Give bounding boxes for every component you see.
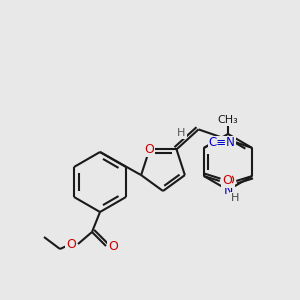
Text: O: O — [145, 143, 154, 156]
Text: C≡N: C≡N — [208, 136, 235, 149]
Text: CH₃: CH₃ — [218, 115, 239, 125]
FancyBboxPatch shape — [221, 176, 233, 186]
Text: O: O — [66, 238, 76, 250]
FancyBboxPatch shape — [223, 176, 235, 186]
Text: H: H — [177, 128, 186, 138]
FancyBboxPatch shape — [211, 138, 233, 148]
FancyBboxPatch shape — [176, 129, 187, 138]
FancyBboxPatch shape — [230, 194, 239, 202]
Text: N: N — [223, 184, 233, 196]
Text: O: O — [222, 175, 232, 188]
FancyBboxPatch shape — [107, 241, 119, 251]
FancyBboxPatch shape — [221, 115, 235, 125]
FancyBboxPatch shape — [65, 239, 77, 249]
FancyBboxPatch shape — [143, 144, 155, 154]
Text: O: O — [224, 175, 234, 188]
Text: O: O — [108, 239, 118, 253]
FancyBboxPatch shape — [222, 185, 234, 195]
Text: H: H — [231, 193, 239, 203]
